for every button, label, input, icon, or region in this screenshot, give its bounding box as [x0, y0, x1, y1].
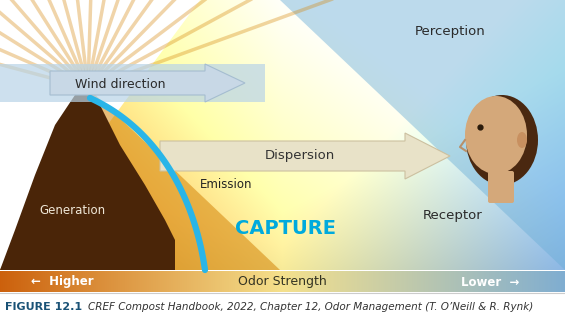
Text: FIGURE 12.1: FIGURE 12.1 — [5, 302, 82, 312]
Text: CREF Compost Handbook, 2022, Chapter 12, Odor Management (T. O’Neill & R. Rynk): CREF Compost Handbook, 2022, Chapter 12,… — [88, 302, 533, 312]
FancyArrow shape — [160, 133, 450, 179]
Text: Generation: Generation — [39, 204, 105, 217]
Text: Wind direction: Wind direction — [75, 77, 165, 91]
Ellipse shape — [466, 95, 538, 185]
Polygon shape — [0, 90, 175, 270]
FancyBboxPatch shape — [0, 64, 265, 102]
Text: Perception: Perception — [415, 26, 485, 38]
Text: ←  Higher: ← Higher — [31, 276, 93, 289]
Ellipse shape — [517, 132, 527, 148]
Polygon shape — [0, 88, 280, 270]
Text: Receptor: Receptor — [423, 209, 483, 221]
Polygon shape — [280, 0, 565, 270]
Text: CAPTURE: CAPTURE — [234, 219, 336, 237]
FancyBboxPatch shape — [488, 171, 514, 203]
Text: Emission: Emission — [200, 179, 253, 191]
Ellipse shape — [465, 96, 527, 174]
Text: Odor Strength: Odor Strength — [238, 276, 327, 289]
Text: Lower  →: Lower → — [461, 276, 519, 289]
FancyArrow shape — [50, 64, 245, 102]
Polygon shape — [0, 0, 200, 270]
Text: Dispersion: Dispersion — [265, 148, 335, 162]
